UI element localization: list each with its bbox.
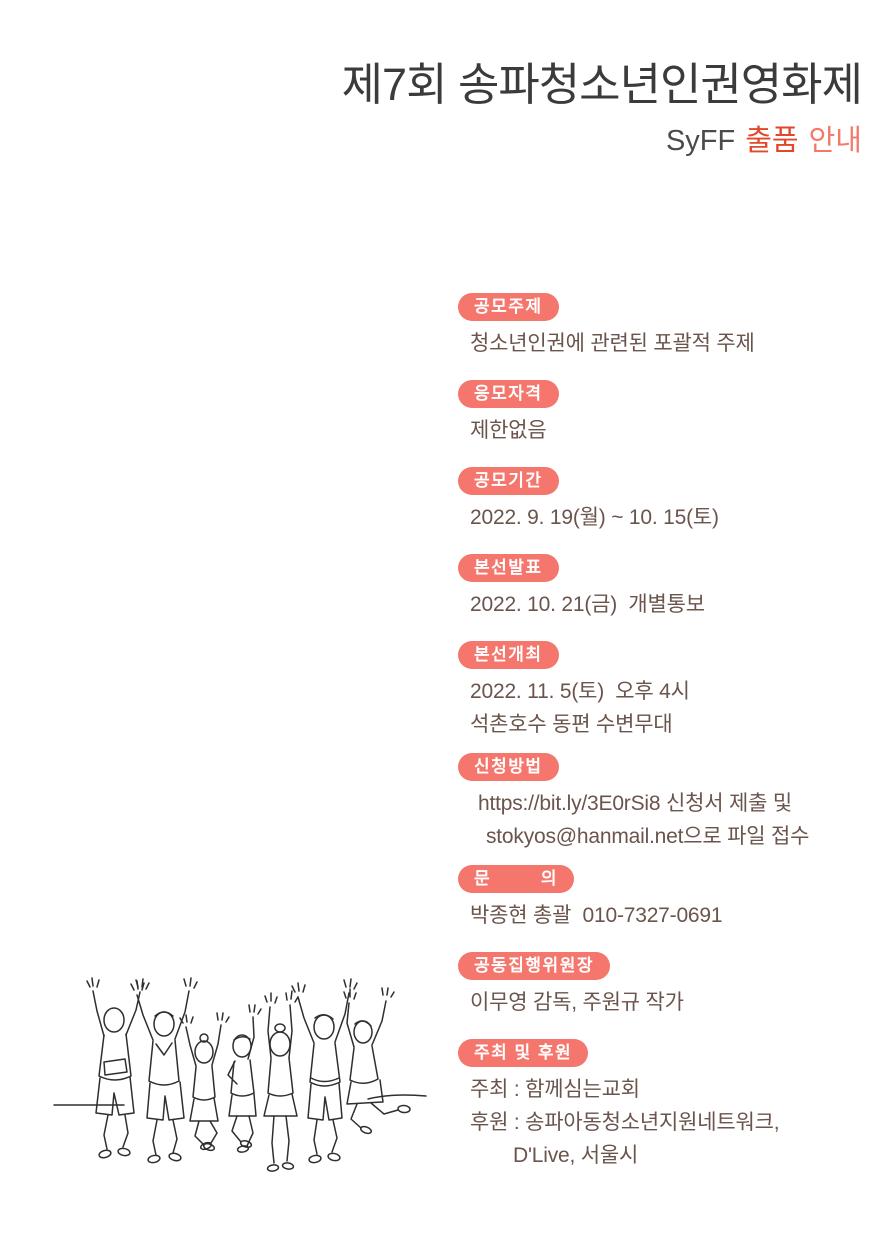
host-sponsor-badge: 주최 및 후원 xyxy=(458,1039,589,1067)
finals-event-venue: 석촌호수 동편 수변무대 xyxy=(470,713,673,736)
page-subtitle: SyFF 출품 안내 xyxy=(342,124,862,158)
sponsor-text: 후원 : 송파아동청소년지원네트워크, xyxy=(470,1111,780,1134)
jumping-people-svg xyxy=(53,977,427,1172)
contact-text: 박종현 총괄 010-7327-0691 xyxy=(470,904,723,927)
page-title: 제7회 송파청소년인권영화제 xyxy=(341,59,863,110)
figure-1 xyxy=(86,977,150,1159)
period-badge: 공모기간 xyxy=(458,467,559,495)
info-list: 공모주제 청소년인권에 관련된 포괄적 주제 응모자격 제한없음 공모기간 20… xyxy=(458,293,878,1192)
figure-4 xyxy=(227,1004,262,1153)
theme-badge: 공모주제 xyxy=(458,293,559,321)
contact-badge: 문 의 xyxy=(458,865,575,893)
section-how-to-apply: 신청방법 https://bit.ly/3E0rSi8 신청서 제출 및 sto… xyxy=(458,753,878,853)
eligibility-badge: 응모자격 xyxy=(458,380,559,408)
co-chairs-badge: 공동집행위원장 xyxy=(458,952,610,980)
theme-text: 청소년인권에 관련된 포괄적 주제 xyxy=(470,332,755,355)
finals-event-datetime: 2022. 11. 5(토) 오후 4시 xyxy=(470,680,690,703)
section-eligibility: 응모자격 제한없음 xyxy=(458,380,878,447)
how-to-apply-badge: 신청방법 xyxy=(458,753,559,781)
announcement-text: 2022. 10. 21(금) 개별통보 xyxy=(470,593,705,616)
figure-7 xyxy=(343,987,411,1135)
sponsor-text-continued: D'Live, 서울시 xyxy=(513,1144,639,1167)
eligibility-text: 제한없음 xyxy=(470,419,547,442)
ground-line-right xyxy=(367,1094,427,1100)
finals-event-badge: 본선개최 xyxy=(458,641,559,669)
figure-6 xyxy=(291,978,358,1164)
subtitle-suffix: 안내 xyxy=(808,124,862,157)
subtitle-highlight: 출품 xyxy=(745,124,799,157)
co-chairs-text: 이무영 감독, 주원규 작가 xyxy=(470,991,684,1014)
section-finals-event: 본선개최 2022. 11. 5(토) 오후 4시 석촌호수 동편 수변무대 xyxy=(458,641,878,741)
announcement-badge: 본선발표 xyxy=(458,554,559,582)
period-text: 2022. 9. 19(월) ~ 10. 15(토) xyxy=(470,506,719,529)
subtitle-prefix: SyFF xyxy=(665,124,736,157)
section-announcement: 본선발표 2022. 10. 21(금) 개별통보 xyxy=(458,554,878,621)
jumping-people-illustration xyxy=(52,963,430,1181)
section-co-chairs: 공동집행위원장 이무영 감독, 주원규 작가 xyxy=(458,952,878,1019)
figure-5 xyxy=(263,990,299,1172)
section-contact: 문 의 박종현 총괄 010-7327-0691 xyxy=(458,865,878,932)
figure-2 xyxy=(130,977,198,1164)
section-theme: 공모주제 청소년인권에 관련된 포괄적 주제 xyxy=(458,293,878,360)
figure-3 xyxy=(179,1012,230,1152)
header: 제7회 송파청소년인권영화제 SyFF 출품 안내 xyxy=(341,59,863,158)
section-period: 공모기간 2022. 9. 19(월) ~ 10. 15(토) xyxy=(458,467,878,534)
apply-email-text: stokyos@hanmail.net으로 파일 접수 xyxy=(486,825,810,848)
section-host-sponsor: 주최 및 후원 주최 : 함께심는교회 후원 : 송파아동청소년지원네트워크, … xyxy=(458,1039,878,1172)
host-text: 주최 : 함께심는교회 xyxy=(470,1078,640,1101)
apply-url-text: https://bit.ly/3E0rSi8 신청서 제출 및 xyxy=(478,792,792,815)
